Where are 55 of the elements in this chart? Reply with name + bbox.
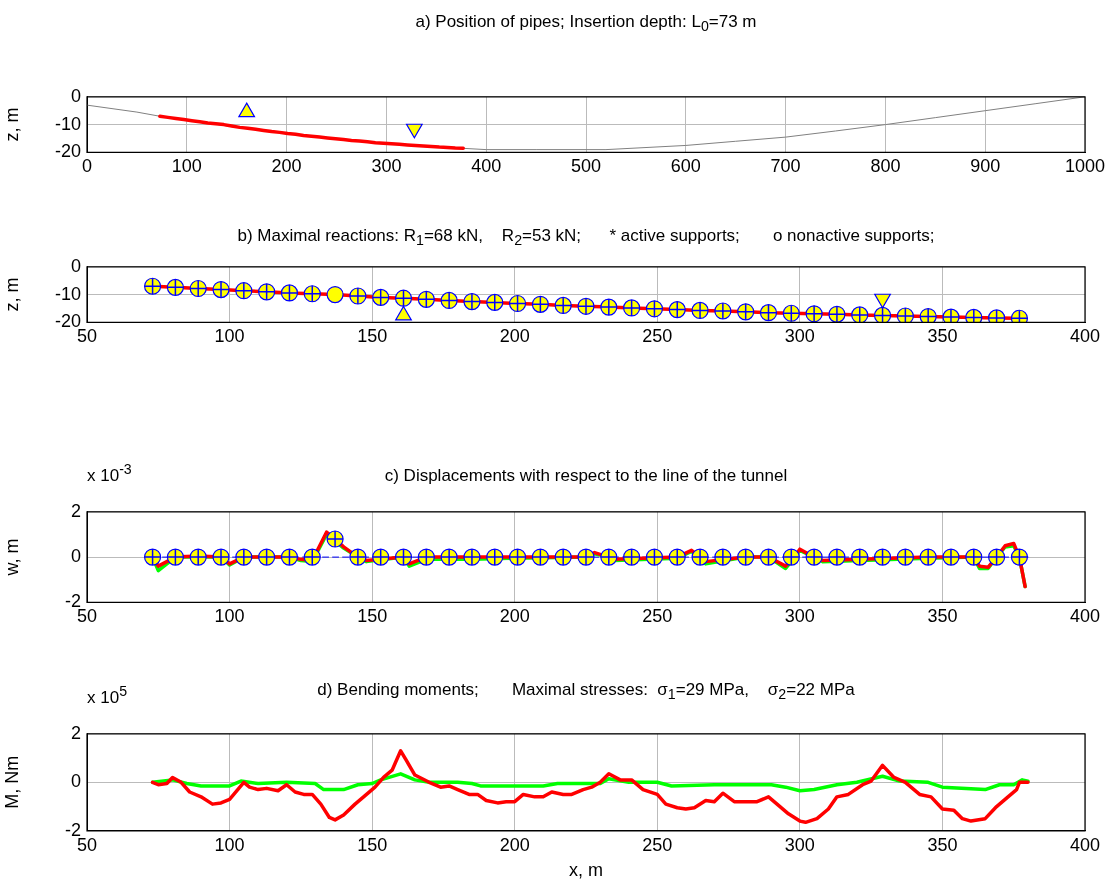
x-tick-label: 100 <box>171 156 202 177</box>
point <box>326 286 344 304</box>
x-tick-label: 800 <box>870 156 901 177</box>
y-tick-label: 2 <box>70 722 81 743</box>
x-tick-label: 200 <box>499 606 530 627</box>
x-tick-label: 300 <box>784 326 815 347</box>
x-tick-label: 350 <box>927 834 958 855</box>
y-axis-title: w, m <box>1 538 22 577</box>
x-tick-label: 50 <box>76 326 98 347</box>
x-tick-label: 200 <box>271 156 302 177</box>
chart-title: a) Position of pipes; Insertion depth: L$_{0}$=73 m <box>414 12 758 35</box>
x-tick-label: 200 <box>499 834 530 855</box>
x-tick-label: 150 <box>357 326 388 347</box>
x-tick-label: 300 <box>371 156 402 177</box>
y-tick-label: -20 <box>54 141 81 162</box>
x-tick-label: 150 <box>357 834 388 855</box>
y-tick-label: -10 <box>54 283 81 304</box>
chart-title: d) Bending moments; Maximal stresses: σ$_{1}$=29 MPa, σ$_{2}$=22 MPa <box>317 680 855 703</box>
x-tick-label: 250 <box>642 606 673 627</box>
y-tick-label: 0 <box>70 255 81 276</box>
text: x 10$^{5}$ <box>87 683 128 708</box>
y-axis-title: z, m <box>1 107 22 142</box>
x-tick-label: 50 <box>76 606 98 627</box>
x-tick-label: 100 <box>214 606 245 627</box>
y-axis-title: z, m <box>1 277 22 312</box>
x-tick-label: 600 <box>670 156 701 177</box>
chart-title: b) Maximal reactions: R$_{1}$=68 kN, R$_{2}$=53 kN; * active supports; o nonactive supports; <box>236 226 936 249</box>
x-tick-label: 400 <box>1069 834 1101 855</box>
x-tick-label: 300 <box>784 834 815 855</box>
x-tick-label: 100 <box>214 326 245 347</box>
x-tick-label: 500 <box>570 156 602 177</box>
y-tick-label: -10 <box>54 113 81 134</box>
x-axis-title: x, m <box>569 860 603 881</box>
x-tick-label: 350 <box>927 326 958 347</box>
x-tick-label: 350 <box>927 606 958 627</box>
x-tick-label: 400 <box>1069 326 1101 347</box>
point <box>395 305 412 321</box>
y-tick-label: 0 <box>70 85 81 106</box>
y-axis-title: M, Nm <box>1 755 22 809</box>
y-tick-label: 2 <box>70 500 81 521</box>
x-tick-label: 1000 <box>1064 156 1106 177</box>
text: x 10$^{-3}$ <box>87 461 132 486</box>
y-tick-label: 0 <box>70 771 81 792</box>
x-tick-label: 700 <box>770 156 801 177</box>
x-tick-label: 200 <box>499 326 530 347</box>
x-tick-label: 400 <box>471 156 502 177</box>
x-tick-label: 250 <box>642 326 673 347</box>
x-tick-label: 250 <box>642 834 673 855</box>
x-tick-label: 400 <box>1069 606 1101 627</box>
y-tick-label: 0 <box>70 546 81 567</box>
x-tick-label: 900 <box>970 156 1001 177</box>
x-tick-label: 150 <box>357 606 388 627</box>
x-tick-label: 100 <box>214 834 245 855</box>
x-tick-label: 300 <box>784 606 815 627</box>
chart-title: c) Displacements with respect to the line of the tunnel <box>384 466 788 485</box>
